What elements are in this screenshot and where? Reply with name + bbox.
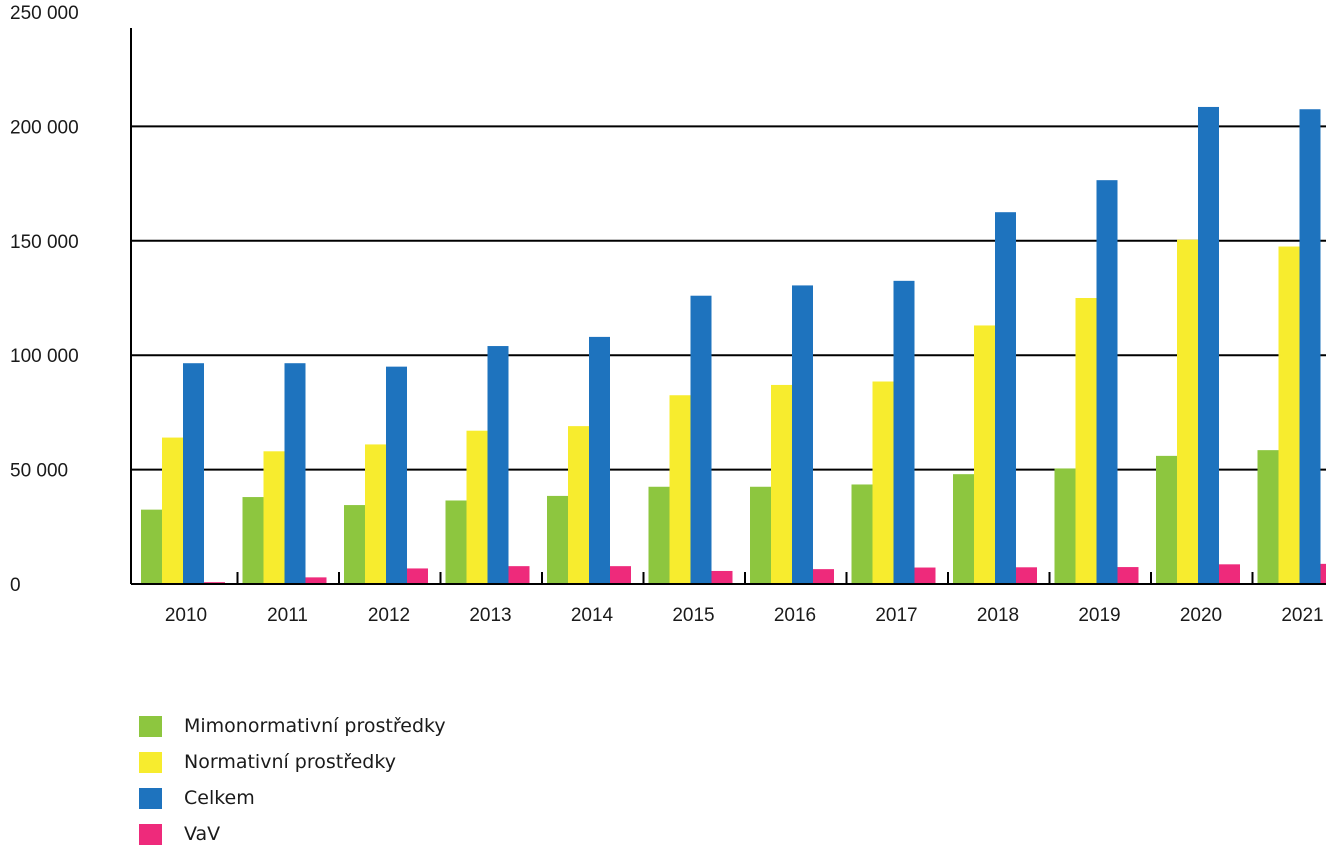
x-tick-label: 2013 (469, 605, 511, 626)
bar-normativn-prost-edky-2021 (1278, 246, 1300, 584)
y-tick-label: 0 (10, 575, 21, 596)
bar-vav-2015 (711, 570, 733, 584)
bar-mimonormativn-prost-edky-2020 (1156, 455, 1177, 584)
bar-mimonormativn-prost-edky-2013 (445, 500, 467, 584)
legend-label: Mimonormativní prostředky (184, 715, 446, 737)
bar-celkem-2013 (487, 346, 509, 584)
bar-normativn-prost-edky-2020 (1177, 239, 1198, 584)
bar-normativn-prost-edky-2017 (872, 381, 894, 584)
bar-celkem-2015 (690, 295, 712, 584)
legend-swatch (139, 751, 162, 773)
bar-celkem-2019 (1096, 180, 1118, 584)
bar-normativn-prost-edky-2015 (669, 395, 691, 584)
bar-celkem-2020 (1198, 106, 1219, 585)
bar-normativn-prost-edky-2013 (466, 430, 488, 584)
bar-vav-2013 (508, 566, 530, 584)
x-tick-label: 2011 (267, 605, 308, 626)
bar-vav-2019 (1117, 567, 1139, 584)
bar-celkem-2011 (284, 363, 306, 584)
bar-vav-2020 (1219, 564, 1240, 584)
bar-normativn-prost-edky-2019 (1075, 298, 1097, 584)
legend-item-celkem: Celkem (139, 780, 446, 816)
bar-mimonormativn-prost-edky-2010 (141, 509, 162, 584)
bar-vav-2017 (914, 567, 936, 584)
bar-normativn-prost-edky-2018 (974, 325, 995, 584)
y-tick-label: 150 000 (10, 232, 79, 253)
bar-vav-2018 (1016, 567, 1037, 584)
bar-vav-2014 (610, 566, 631, 584)
bar-mimonormativn-prost-edky-2017 (851, 484, 873, 584)
bar-mimonormativn-prost-edky-2019 (1054, 468, 1076, 584)
chart-legend: Mimonormativní prostředky Normativní pro… (139, 708, 446, 852)
bar-celkem-2010 (183, 363, 204, 584)
bar-mimonormativn-prost-edky-2016 (750, 486, 771, 584)
bar-normativn-prost-edky-2016 (771, 384, 792, 584)
bar-vav-2016 (813, 569, 834, 584)
gridlines (131, 125, 1326, 471)
bar-celkem-2021 (1299, 109, 1321, 585)
bar-celkem-2016 (792, 285, 813, 584)
bar-celkem-2017 (893, 280, 915, 584)
x-tick-label: 2020 (1180, 605, 1222, 626)
x-tick-label: 2010 (165, 605, 207, 626)
bar-vav-2021 (1320, 563, 1326, 584)
legend-label: Normativní prostředky (184, 751, 396, 773)
bar-normativn-prost-edky-2010 (162, 437, 183, 584)
bar-normativn-prost-edky-2012 (365, 444, 386, 584)
legend-item-mimonormativni: Mimonormativní prostředky (139, 708, 446, 744)
x-tick-label: 2015 (672, 605, 714, 626)
legend-label: VaV (184, 823, 221, 845)
bar-normativn-prost-edky-2014 (568, 426, 589, 584)
axes (130, 28, 1326, 585)
bar-mimonormativn-prost-edky-2012 (344, 505, 365, 584)
x-tick-label: 2021 (1281, 605, 1323, 626)
legend-swatch (139, 715, 162, 737)
y-tick-label: 200 000 (10, 117, 79, 138)
x-axis-ticks: 2010 2011 2012 2013 2014 2015 2016 2017 2018 2019… (165, 572, 1324, 626)
x-tick-label: 2012 (368, 605, 410, 626)
x-tick-label: 2016 (774, 605, 816, 626)
x-tick-label: 2018 (977, 605, 1019, 626)
legend-label: Celkem (184, 787, 255, 809)
bar-mimonormativn-prost-edky-2014 (547, 495, 568, 584)
bar-vav-2011 (305, 577, 327, 584)
bar-mimonormativn-prost-edky-2018 (953, 474, 974, 584)
legend-swatch (139, 787, 162, 809)
bar-mimonormativn-prost-edky-2021 (1257, 450, 1279, 584)
legend-item-vav: VaV (139, 816, 446, 852)
y-tick-label: 50 000 (10, 461, 68, 482)
bar-normativn-prost-edky-2011 (263, 451, 285, 584)
bar-vav-2012 (407, 568, 428, 584)
bars (141, 106, 1326, 585)
y-tick-label: 100 000 (10, 346, 79, 367)
x-tick-label: 2017 (875, 605, 917, 626)
x-tick-label: 2014 (571, 605, 614, 626)
x-tick-label: 2019 (1078, 605, 1120, 626)
y-axis-ticks: 0 50 000 100 000 150 000 200 000 250 000 (10, 3, 79, 596)
legend-swatch (139, 823, 162, 845)
bar-mimonormativn-prost-edky-2015 (648, 486, 670, 584)
legend-item-normativni: Normativní prostředky (139, 744, 446, 780)
bar-mimonormativn-prost-edky-2011 (242, 497, 264, 584)
bar-celkem-2014 (589, 336, 610, 584)
bar-celkem-2012 (386, 366, 407, 584)
bar-celkem-2018 (995, 212, 1016, 584)
y-tick-label: 250 000 (10, 3, 79, 24)
